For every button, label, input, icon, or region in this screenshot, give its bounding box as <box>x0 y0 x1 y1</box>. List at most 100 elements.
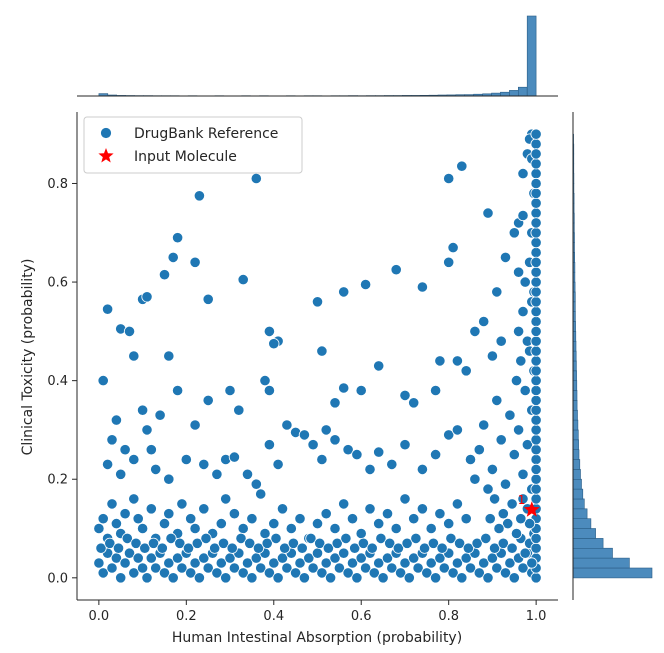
scatter-point <box>443 429 455 441</box>
scatter-point <box>150 463 162 475</box>
scatter-point <box>123 325 136 337</box>
scatter-point <box>488 542 501 554</box>
scatter-point <box>530 493 542 505</box>
scatter-point <box>530 444 542 456</box>
scatter-point <box>482 572 494 584</box>
scatter-point <box>530 532 542 545</box>
scatter-point <box>530 542 542 554</box>
scatter-point <box>259 374 271 387</box>
scatter-point <box>530 276 542 288</box>
scatter-point <box>451 424 463 436</box>
scatter-point <box>456 160 468 172</box>
scatter-point <box>185 567 197 579</box>
histogram-y-bar <box>572 409 578 421</box>
scatter-point <box>102 458 114 470</box>
scatter-point <box>434 508 446 520</box>
scatter-point <box>174 537 186 549</box>
scatter-point <box>408 397 420 409</box>
scatter-point <box>272 572 284 584</box>
scatter-point <box>508 227 520 239</box>
histogram-x-bar <box>500 91 510 97</box>
scatter-point <box>491 562 503 574</box>
x-tick-label: 0.0 <box>89 609 110 624</box>
scatter-point <box>287 537 299 549</box>
scatter-point <box>456 572 468 584</box>
scatter-point <box>429 384 442 397</box>
scatter-point <box>357 537 369 549</box>
scatter-point <box>102 303 114 315</box>
histogram-y-bar <box>572 498 585 510</box>
scatter-point <box>530 463 542 475</box>
scatter-point <box>408 552 420 564</box>
scatter-point <box>390 522 402 535</box>
scatter-point <box>504 557 516 569</box>
scatter-point <box>530 473 542 485</box>
scatter-point <box>279 542 291 554</box>
scatter-point <box>115 468 127 480</box>
scatter-point <box>176 562 188 574</box>
scatter-point <box>512 266 525 278</box>
scatter-point <box>368 567 380 579</box>
histogram-x-bars <box>98 15 537 97</box>
scatter-point <box>128 453 140 466</box>
scatter-point <box>241 557 254 569</box>
scatter-panel: 1 0.0 0.2 0.4 0.6 0.8 1.0 0.0 0.2 0.4 0.6 0.8 Hum… <box>20 112 558 646</box>
histogram-x-bar <box>526 15 537 97</box>
scatter-point <box>176 498 188 510</box>
scatter-point <box>156 542 168 554</box>
histogram-y-bar <box>572 439 579 450</box>
scatter-point <box>410 532 422 545</box>
scatter-point <box>530 217 542 229</box>
scatter-point <box>530 414 542 426</box>
scatter-point <box>425 557 437 569</box>
scatter-points <box>93 128 542 584</box>
scatter-point <box>530 434 542 446</box>
histogram-y-bar <box>572 567 653 579</box>
scatter-point <box>316 453 328 466</box>
scatter-point <box>191 537 203 549</box>
scatter-point <box>408 513 420 525</box>
scatter-point <box>128 493 140 505</box>
y-tick-label: 0.2 <box>47 473 68 488</box>
histogram-y-bar <box>572 557 630 569</box>
scatter-point <box>530 296 542 308</box>
scatter-point <box>338 286 350 298</box>
scatter-point <box>346 557 359 569</box>
scatter-point <box>303 552 315 564</box>
scatter-point <box>523 517 536 530</box>
x-axis-label: Human Intestinal Absorption (probability… <box>172 630 462 646</box>
scatter-point <box>130 537 142 549</box>
scatter-point <box>154 409 166 421</box>
scatter-point <box>488 493 501 505</box>
scatter-point <box>272 458 284 470</box>
scatter-point <box>425 522 437 535</box>
scatter-point <box>235 532 247 545</box>
scatter-point <box>137 522 149 535</box>
scatter-point <box>172 552 184 564</box>
scatter-point <box>263 439 275 451</box>
scatter-point <box>165 532 177 545</box>
scatter-point <box>495 434 507 446</box>
scatter-point <box>289 567 302 579</box>
scatter-point <box>381 508 394 520</box>
scatter-point <box>141 424 153 436</box>
scatter-point <box>460 365 472 377</box>
scatter-point <box>530 365 542 377</box>
scatter-point <box>193 190 205 202</box>
scatter-point <box>478 419 490 431</box>
scatter-point <box>512 325 525 337</box>
legend-reference-label: DrugBank Reference <box>134 126 278 142</box>
scatter-point <box>305 532 317 545</box>
scatter-point <box>202 562 214 574</box>
scatter-point <box>530 374 542 387</box>
scatter-point <box>464 562 477 574</box>
x-tick-label: 0.8 <box>438 609 459 624</box>
scatter-point <box>530 227 542 239</box>
scatter-point <box>510 527 523 540</box>
scatter-point <box>163 473 175 485</box>
scatter-point <box>137 404 149 416</box>
scatter-point <box>141 291 153 303</box>
histogram-y-bar <box>572 419 579 431</box>
scatter-point <box>119 508 131 520</box>
